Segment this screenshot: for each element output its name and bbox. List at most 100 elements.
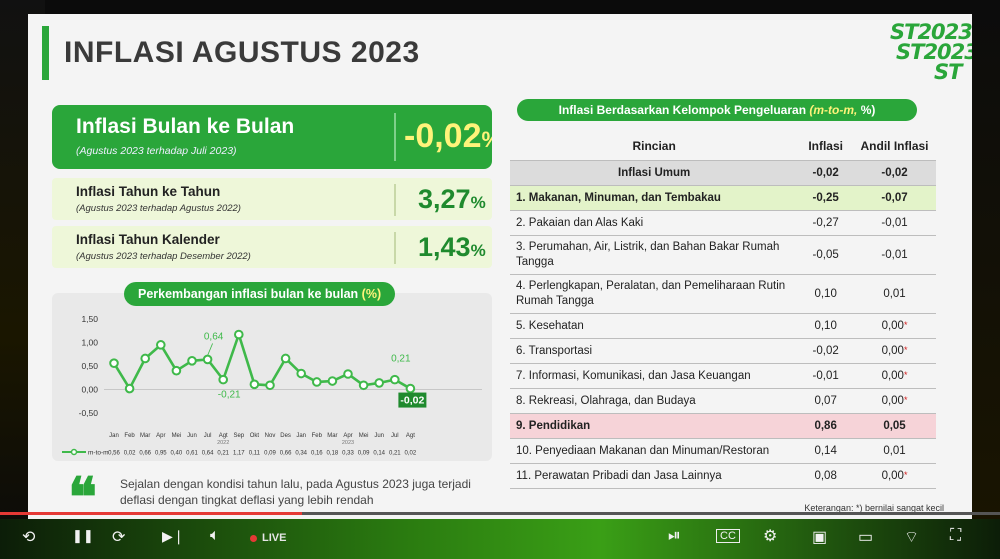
- x-tick-label: Jan: [296, 433, 306, 439]
- skip-forward-icon[interactable]: ⟳: [112, 529, 126, 546]
- table-row: 4. Perlengkapan, Peralatan, dan Pemeliha…: [510, 274, 936, 314]
- cell-label: 7. Informasi, Komunikasi, dan Jasa Keuan…: [510, 363, 799, 389]
- y-tick-label: 1,50: [81, 314, 98, 324]
- data-point: [234, 329, 244, 340]
- mtm-title: Inflasi Bulan ke Bulan: [76, 115, 295, 138]
- cell-label: 10. Penyediaan Makanan dan Minuman/Resto…: [510, 438, 799, 464]
- autoplay-toggle-icon[interactable]: ⏯︎: [668, 527, 681, 544]
- cell-label: 5. Kesehatan: [510, 313, 799, 339]
- last-value-badge: [398, 392, 427, 408]
- data-table-value: 0,56: [108, 451, 120, 457]
- data-table-value: 0,61: [186, 451, 198, 457]
- cell-label: 8. Rekreasi, Olahraga, dan Budaya: [510, 388, 799, 414]
- andil-value: 0,00: [881, 345, 904, 357]
- data-point: [109, 358, 119, 368]
- cell-andil: 0,00*: [853, 388, 936, 414]
- very-small-marker: *: [903, 395, 908, 405]
- data-point: [280, 353, 291, 364]
- yoy-inflation-card: Inflasi Tahun ke Tahun (Agustus 2023 ter…: [52, 178, 492, 220]
- cell-inflasi: -0,02: [798, 338, 854, 364]
- y-tick-label: 0,00: [81, 385, 98, 395]
- cell-andil: 0,00*: [853, 463, 936, 489]
- cell-andil: -0,01: [853, 235, 936, 275]
- andil-value: 0,01: [883, 445, 906, 457]
- x-tick-label: Mar: [140, 433, 150, 439]
- header-andil: Andil Inflasi: [853, 132, 936, 161]
- data-table-value: 0,09: [264, 451, 276, 457]
- ytd-value: 1,43%: [418, 232, 486, 262]
- st2023-logo: ST2023 ST2023 ST: [890, 20, 972, 84]
- header-inflasi: Inflasi: [798, 132, 854, 161]
- cell-inflasi: 0,14: [798, 438, 854, 464]
- x-tick-label: Okt: [250, 433, 260, 439]
- data-table-value: 0,16: [311, 451, 323, 457]
- mtm-inflation-card: Inflasi Bulan ke Bulan (Agustus 2023 ter…: [52, 105, 492, 169]
- table-note: Keterangan: *) bernilai sangat kecil: [804, 503, 944, 513]
- data-table-value: 1,17: [233, 451, 245, 457]
- annotation-leader: [207, 343, 213, 356]
- quote-text: Sejalan dengan kondisi tahun lalu, pada …: [120, 477, 471, 507]
- ytd-subtitle: (Agustus 2023 terhadap Desember 2022): [76, 251, 251, 262]
- table-row-umum: Inflasi Umum -0,02 -0,02: [510, 160, 936, 186]
- divider: [394, 232, 396, 264]
- data-point: [187, 356, 197, 366]
- table-row: 9. Pendidikan 0,86 0,05: [510, 413, 936, 439]
- ytd-unit: %: [470, 241, 486, 260]
- andil-value: 0,01: [883, 287, 906, 300]
- x-tick-label: Agt: [219, 433, 228, 439]
- x-tick-label: Mei: [172, 433, 182, 439]
- cell-andil: 0,00*: [853, 313, 936, 339]
- cell-andil: 0,01: [853, 438, 936, 464]
- table-row: 8. Rekreasi, Olahraga, dan Budaya 0,07 0,0…: [510, 388, 936, 414]
- data-table-value: 0,02: [405, 451, 417, 457]
- table-header-row: Rincian Inflasi Andil Inflasi: [510, 132, 936, 161]
- cell-label: 4. Perlengkapan, Peralatan, dan Pemeliha…: [510, 274, 799, 314]
- data-point: [156, 340, 166, 350]
- table-row: 6. Transportasi -0,02 0,00*: [510, 338, 936, 364]
- x-tick-label: Des: [280, 433, 291, 439]
- cell-label: 1. Makanan, Minuman, dan Tembakau: [510, 185, 799, 211]
- cell-label: 6. Transportasi: [510, 338, 799, 364]
- cell-andil: 0,05: [853, 413, 936, 439]
- x-tick-label: Apr: [343, 433, 352, 439]
- cell-inflasi: 0,07: [798, 388, 854, 414]
- very-small-marker: *: [903, 320, 908, 330]
- miniplayer-icon[interactable]: ▣: [812, 529, 828, 546]
- data-point: [312, 377, 322, 387]
- x-tick-label: Agt: [406, 433, 415, 439]
- table-row: 5. Kesehatan 0,10 0,00*: [510, 313, 936, 339]
- mtm-line-chart: 1,50 1,00 0,50 0,00 -0,50 0,64 -0,21 0,21 -0,02 J…: [62, 314, 482, 457]
- data-table-value: 0,95: [155, 451, 167, 457]
- live-label[interactable]: LIVE: [262, 532, 287, 544]
- theater-mode-icon[interactable]: ▭: [858, 529, 874, 546]
- header-rincian: Rincian: [510, 132, 799, 161]
- pause-icon[interactable]: ❚❚: [72, 528, 94, 543]
- quote-icon: ❝: [68, 465, 98, 529]
- video-progress-track[interactable]: [0, 512, 1000, 515]
- skip-back-icon[interactable]: ⟲: [22, 529, 36, 546]
- legend-marker: [70, 448, 78, 456]
- chart-title-unit: (%): [361, 287, 382, 301]
- andil-value: -0,01: [881, 248, 908, 261]
- ytd-title: Inflasi Tahun Kalender: [76, 232, 220, 247]
- table-title: Inflasi Berdasarkan Kelompok Pengeluaran…: [517, 99, 917, 121]
- cell-label: 3. Perumahan, Air, Listrik, dan Bahan Ba…: [510, 235, 799, 275]
- data-table-value: 0,33: [342, 451, 354, 457]
- x-tick-label: Mar: [327, 433, 337, 439]
- x-tick-label: Jul: [204, 433, 212, 439]
- slide-title: INFLASI AGUSTUS 2023: [64, 36, 420, 69]
- very-small-marker: *: [903, 370, 908, 380]
- logo-line-1: ST2023: [890, 20, 972, 44]
- data-table-value: 0,21: [389, 451, 401, 457]
- table-row: 2. Pakaian dan Alas Kaki -0,27 -0,01: [510, 210, 936, 236]
- fullscreen-icon[interactable]: ⛶: [950, 527, 962, 544]
- data-point: [218, 374, 228, 385]
- captions-icon[interactable]: CC: [716, 529, 740, 543]
- x-tick-label: Apr: [156, 433, 165, 439]
- settings-gear-icon[interactable]: ⚙: [763, 528, 778, 545]
- cast-icon[interactable]: ⌔: [904, 529, 920, 546]
- volume-icon[interactable]: 🔈︎: [210, 527, 220, 544]
- cell-inflasi: -0,01: [798, 363, 854, 389]
- next-icon[interactable]: ▶❘: [162, 528, 185, 544]
- data-label: -0,02: [400, 395, 424, 407]
